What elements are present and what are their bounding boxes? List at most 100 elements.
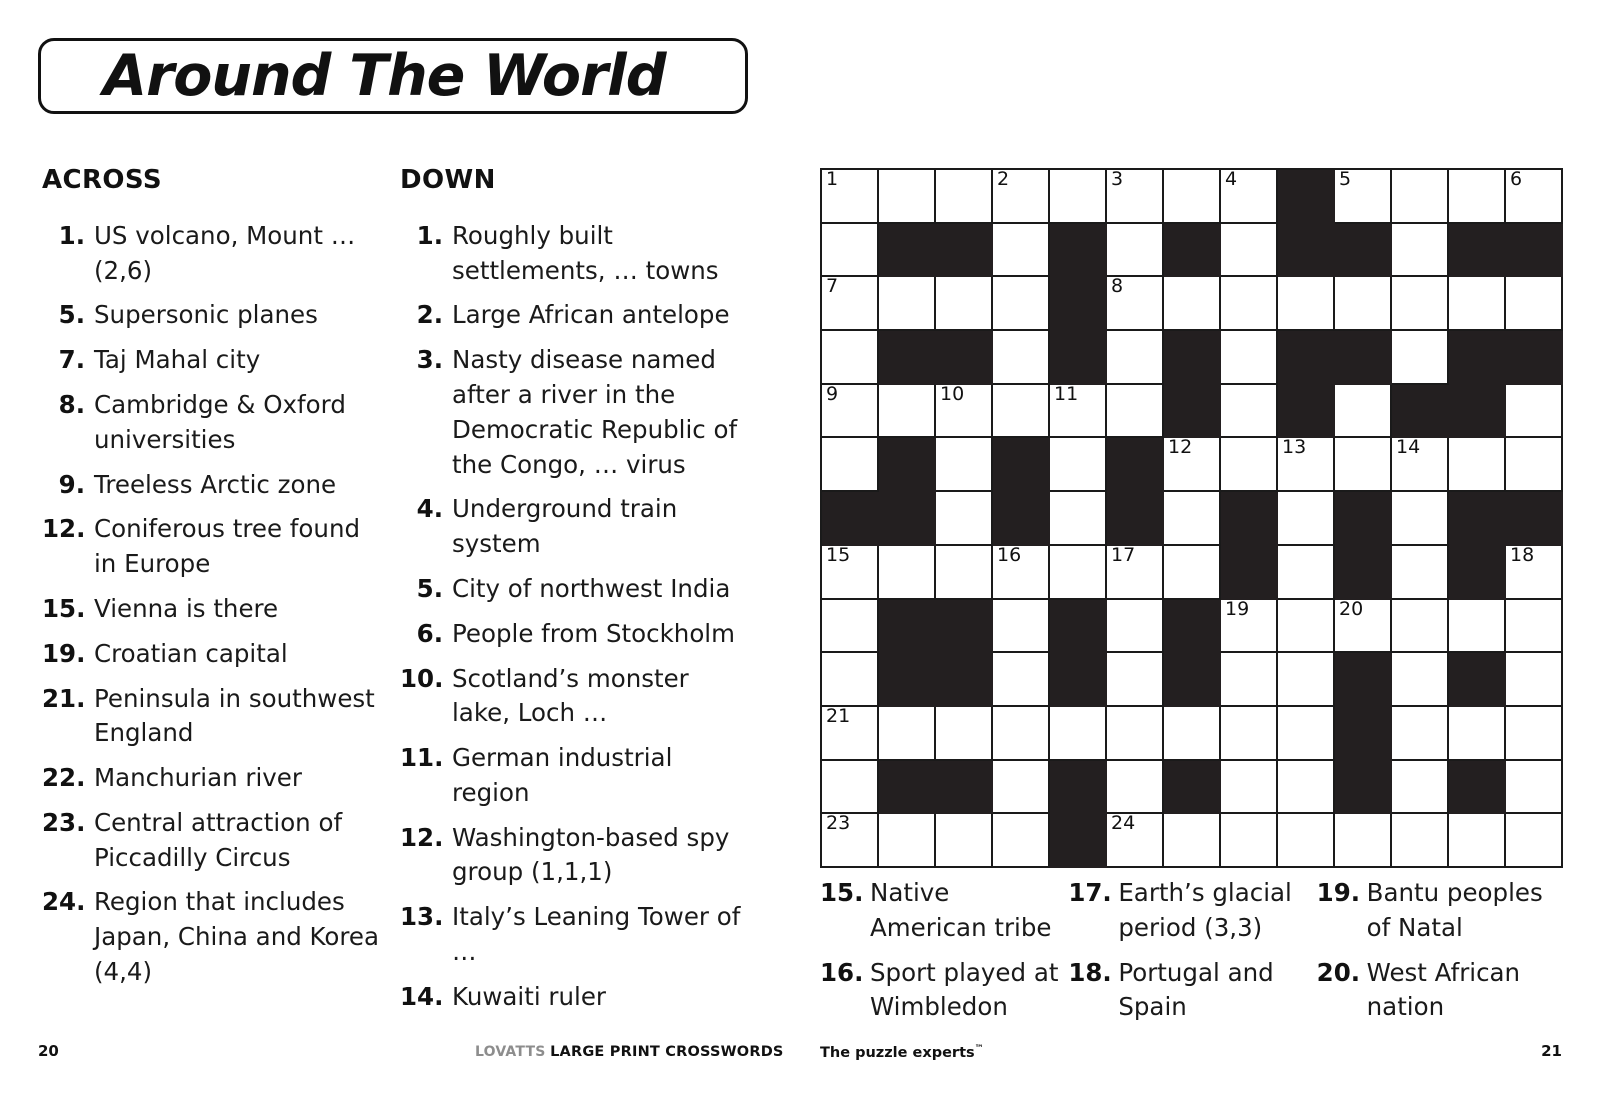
grid-letter-cell[interactable]: 6 [1506, 169, 1563, 224]
grid-letter-cell[interactable] [1449, 277, 1506, 332]
grid-letter-cell[interactable] [879, 170, 936, 224]
grid-letter-cell[interactable] [936, 277, 993, 332]
grid-letter-cell[interactable] [1449, 170, 1506, 224]
grid-letter-cell[interactable] [1107, 223, 1164, 278]
grid-letter-cell[interactable] [822, 331, 879, 385]
grid-letter-cell[interactable]: 15 [822, 545, 879, 600]
grid-letter-cell[interactable]: 11 [1050, 384, 1107, 439]
grid-letter-cell[interactable] [879, 277, 936, 332]
grid-letter-cell[interactable] [936, 438, 993, 493]
grid-letter-cell[interactable] [1164, 814, 1221, 868]
grid-letter-cell[interactable] [1164, 492, 1221, 546]
grid-letter-cell[interactable] [1392, 814, 1449, 868]
grid-letter-cell[interactable] [1506, 706, 1563, 761]
grid-letter-cell[interactable] [822, 599, 879, 654]
grid-letter-cell[interactable] [1107, 653, 1164, 707]
grid-letter-cell[interactable] [1164, 706, 1221, 761]
grid-letter-cell[interactable]: 16 [993, 545, 1050, 600]
grid-letter-cell[interactable] [1506, 814, 1563, 868]
grid-letter-cell[interactable] [993, 331, 1050, 385]
grid-letter-cell[interactable] [936, 545, 993, 600]
grid-letter-cell[interactable]: 13 [1278, 437, 1335, 493]
grid-letter-cell[interactable] [1164, 170, 1221, 224]
grid-letter-cell[interactable] [1107, 599, 1164, 654]
crossword-grid[interactable]: 1 2 3 4 5 6 7 8 9 10 11 12 13 14 15 16 17 18 19 20 21 23 24 [820, 168, 1563, 868]
grid-letter-cell[interactable] [1392, 331, 1449, 385]
grid-letter-cell[interactable] [1221, 384, 1278, 439]
grid-letter-cell[interactable]: 18 [1506, 545, 1563, 600]
grid-letter-cell[interactable]: 5 [1335, 169, 1392, 224]
grid-letter-cell[interactable] [936, 814, 993, 868]
grid-letter-cell[interactable] [1221, 814, 1278, 868]
grid-letter-cell[interactable]: 23 [822, 813, 879, 868]
grid-letter-cell[interactable] [1164, 545, 1221, 600]
grid-letter-cell[interactable]: 21 [822, 706, 879, 761]
grid-letter-cell[interactable] [1506, 653, 1563, 707]
grid-letter-cell[interactable] [993, 223, 1050, 278]
grid-letter-cell[interactable]: 19 [1221, 599, 1278, 654]
grid-letter-cell[interactable]: 8 [1107, 276, 1164, 332]
grid-letter-cell[interactable] [822, 438, 879, 493]
grid-letter-cell[interactable] [1449, 814, 1506, 868]
grid-letter-cell[interactable] [822, 653, 879, 707]
grid-letter-cell[interactable] [1506, 599, 1563, 654]
grid-letter-cell[interactable] [1392, 492, 1449, 546]
grid-letter-cell[interactable] [879, 706, 936, 761]
grid-letter-cell[interactable] [1278, 653, 1335, 707]
grid-letter-cell[interactable] [1335, 277, 1392, 332]
grid-letter-cell[interactable] [822, 223, 879, 278]
grid-letter-cell[interactable] [879, 384, 936, 439]
grid-letter-cell[interactable] [1107, 384, 1164, 439]
grid-letter-cell[interactable] [1278, 814, 1335, 868]
grid-letter-cell[interactable] [1221, 331, 1278, 385]
grid-letter-cell[interactable] [936, 706, 993, 761]
grid-letter-cell[interactable] [1392, 277, 1449, 332]
grid-letter-cell[interactable]: 9 [822, 384, 879, 439]
grid-letter-cell[interactable] [993, 814, 1050, 868]
grid-letter-cell[interactable] [879, 545, 936, 600]
grid-letter-cell[interactable] [822, 760, 879, 815]
grid-letter-cell[interactable]: 24 [1107, 813, 1164, 868]
grid-letter-cell[interactable]: 2 [993, 169, 1050, 224]
grid-letter-cell[interactable] [1335, 814, 1392, 868]
grid-letter-cell[interactable]: 1 [822, 169, 879, 224]
grid-letter-cell[interactable] [1050, 545, 1107, 600]
grid-letter-cell[interactable] [1449, 438, 1506, 493]
grid-letter-cell[interactable]: 10 [936, 384, 993, 439]
grid-letter-cell[interactable] [1107, 331, 1164, 385]
grid-letter-cell[interactable] [1392, 599, 1449, 654]
grid-letter-cell[interactable] [1278, 599, 1335, 654]
grid-letter-cell[interactable] [1335, 384, 1392, 439]
grid-letter-cell[interactable] [1506, 760, 1563, 815]
grid-letter-cell[interactable] [1278, 277, 1335, 332]
grid-letter-cell[interactable] [1221, 706, 1278, 761]
grid-letter-cell[interactable] [993, 599, 1050, 654]
grid-letter-cell[interactable]: 12 [1164, 437, 1221, 493]
grid-letter-cell[interactable]: 3 [1107, 169, 1164, 224]
grid-letter-cell[interactable]: 20 [1335, 599, 1392, 654]
grid-letter-cell[interactable] [1221, 438, 1278, 493]
grid-letter-cell[interactable] [1506, 277, 1563, 332]
grid-letter-cell[interactable]: 7 [822, 276, 879, 332]
grid-letter-cell[interactable] [936, 492, 993, 546]
grid-letter-cell[interactable] [1392, 653, 1449, 707]
grid-letter-cell[interactable] [1449, 599, 1506, 654]
grid-letter-cell[interactable] [879, 814, 936, 868]
grid-letter-cell[interactable] [1506, 384, 1563, 439]
grid-letter-cell[interactable] [1107, 706, 1164, 761]
grid-letter-cell[interactable] [993, 760, 1050, 815]
grid-letter-cell[interactable]: 4 [1221, 169, 1278, 224]
grid-letter-cell[interactable] [1050, 492, 1107, 546]
grid-letter-cell[interactable] [1107, 760, 1164, 815]
grid-letter-cell[interactable] [1278, 760, 1335, 815]
grid-letter-cell[interactable] [993, 653, 1050, 707]
grid-letter-cell[interactable] [1050, 438, 1107, 493]
grid-letter-cell[interactable] [1392, 760, 1449, 815]
grid-letter-cell[interactable] [1050, 170, 1107, 224]
grid-letter-cell[interactable] [993, 706, 1050, 761]
grid-letter-cell[interactable] [1278, 545, 1335, 600]
grid-letter-cell[interactable] [1392, 223, 1449, 278]
grid-letter-cell[interactable] [993, 384, 1050, 439]
grid-letter-cell[interactable] [936, 170, 993, 224]
grid-letter-cell[interactable]: 14 [1392, 437, 1449, 493]
